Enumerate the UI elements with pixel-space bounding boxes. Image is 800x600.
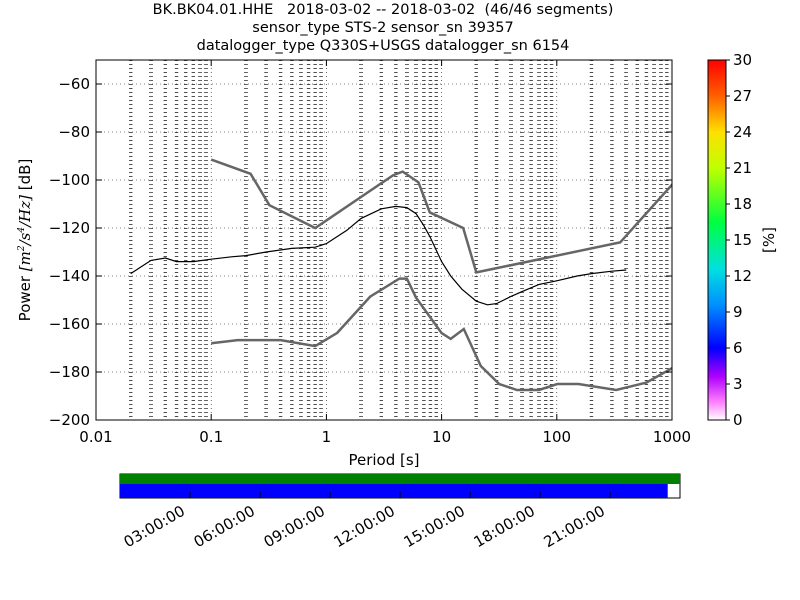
grid (96, 60, 672, 421)
x-tick-label: 0.1 (199, 428, 223, 446)
y-axis-label-text: Power [m2/s4/Hz] [dB] (16, 159, 34, 322)
time-tick-label: 06:00:00 (191, 502, 258, 551)
noise-models (130, 158, 672, 392)
colorbar-ticks: 0 3 6 9 12 15 18 21 24 27 30 (726, 51, 752, 429)
x-tick-label: 1 (322, 428, 332, 446)
colorbar-tick-label: 30 (733, 51, 752, 69)
time-tick-label: 18:00:00 (471, 502, 538, 551)
time-tick-label: 21:00:00 (541, 502, 608, 551)
colorbar-tick-label: 6 (733, 339, 743, 357)
colorbar-tick-label: 18 (733, 195, 752, 213)
y-tick-label: −60 (58, 75, 90, 93)
plot-frame (95, 59, 673, 421)
low-noise-model-line (211, 277, 672, 392)
x-tick-label: 100 (542, 428, 571, 446)
title-line-2: sensor_type STS-2 sensor_sn 39357 (252, 20, 514, 36)
time-tick-label: 03:00:00 (121, 502, 188, 551)
y-tick-label: −100 (49, 171, 90, 189)
data-coverage-bar (120, 474, 680, 484)
y-tick-label: −120 (49, 219, 90, 237)
colorbar-tick-label: 21 (733, 159, 752, 177)
median-line (130, 205, 627, 306)
time-tick-label: 15:00:00 (401, 502, 468, 551)
x-axis-label: Period [s] (348, 451, 419, 469)
colorbar-tick-label: 3 (733, 375, 743, 393)
colorbar (707, 59, 727, 421)
colorbar-tick-label: 15 (733, 231, 752, 249)
time-axis: 03:00:00 06:00:00 09:00:00 12:00:00 15:00:00… (121, 492, 611, 551)
colorbar-label: [%] (760, 227, 778, 253)
y-tick-label: −160 (49, 315, 90, 333)
y-tick-label: −200 (49, 411, 90, 429)
x-tick-label: 1000 (653, 428, 691, 446)
title-line-3: datalogger_type Q330S+USGS datalogger_sn… (196, 38, 570, 54)
x-tick-label: 0.01 (79, 428, 112, 446)
colorbar-tick-label: 24 (733, 123, 752, 141)
y-tick-label: −140 (49, 267, 90, 285)
title-line-1: BK.BK04.01.HHE 2018-03-02 -- 2018-03-02 … (152, 2, 614, 18)
axes: 0.01 0.1 1 10 100 1000 −200 −180 −160 −140 −120 −10… (49, 60, 691, 446)
high-noise-model-line (210, 158, 672, 274)
colorbar-tick-label: 0 (733, 411, 743, 429)
x-tick-label: 10 (432, 428, 451, 446)
time-tick-label: 12:00:00 (331, 502, 398, 551)
y-axis-label: Power [m2/s4/Hz] [dB] (16, 159, 34, 322)
colorbar-tick-label: 12 (733, 267, 752, 285)
time-tick-label: 09:00:00 (261, 502, 328, 551)
y-tick-label: −80 (58, 123, 90, 141)
gap-coverage-bar (120, 484, 668, 498)
y-tick-label: −180 (49, 363, 90, 381)
colorbar-tick-label: 27 (733, 87, 752, 105)
colorbar-tick-label: 9 (733, 303, 743, 321)
